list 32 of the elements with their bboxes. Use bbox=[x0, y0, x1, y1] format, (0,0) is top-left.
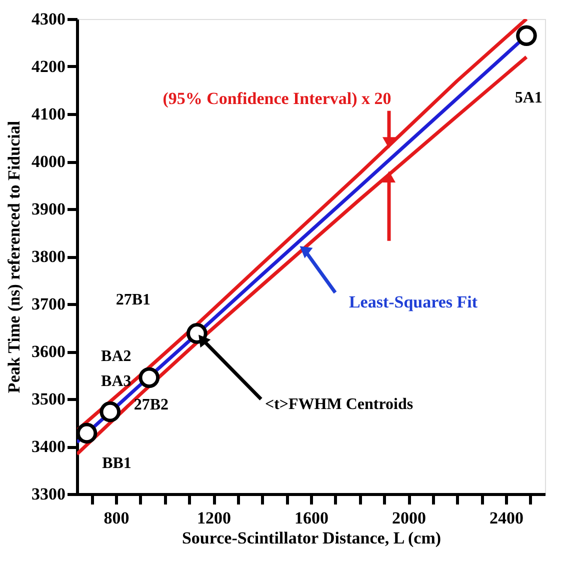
x-tick-label: 1600 bbox=[294, 508, 328, 528]
point bbox=[100, 401, 121, 422]
annotation: BA3 bbox=[101, 372, 132, 390]
annotation: BB1 bbox=[102, 455, 132, 472]
x-tick-label: 2000 bbox=[392, 508, 426, 528]
y-tick-label: 3400 bbox=[32, 437, 66, 456]
x-axis-title: Source-Scintillator Distance, L (cm) bbox=[182, 528, 442, 548]
y-tick-label: 3500 bbox=[32, 390, 66, 408]
annotation: BA2 bbox=[101, 348, 132, 365]
x-tick-label: 800 bbox=[104, 508, 130, 528]
annotation: <t>FWHM Centroids bbox=[264, 396, 414, 414]
point bbox=[516, 25, 537, 46]
y-tick-label: 4200 bbox=[32, 57, 66, 76]
point bbox=[138, 367, 160, 388]
annotation: 27B2 bbox=[134, 396, 168, 414]
y-tick-label: 3900 bbox=[32, 200, 66, 218]
x-tick-label: 2400 bbox=[490, 508, 524, 528]
annotation: 27B1 bbox=[116, 291, 150, 308]
y-tick-label: 3700 bbox=[32, 294, 66, 314]
y-axis-title: Peak Time (ns) referenced to Fiducial bbox=[4, 120, 24, 394]
y-tick-label: 3600 bbox=[32, 342, 66, 361]
point bbox=[76, 422, 98, 444]
y-tick-label: 4000 bbox=[32, 152, 66, 171]
annotation: 5A1 bbox=[514, 89, 542, 106]
annotation: (95% Confidence Interval) x 20 bbox=[162, 88, 392, 108]
annotation: Least-Squares Fit bbox=[348, 292, 478, 312]
y-tick-label: 4300 bbox=[32, 10, 66, 28]
y-tick-label: 3300 bbox=[32, 484, 66, 504]
y-tick-label: 4100 bbox=[32, 104, 66, 124]
y-tick-label: 3800 bbox=[32, 247, 66, 266]
point bbox=[186, 323, 208, 344]
x-tick-label: 1200 bbox=[197, 508, 231, 528]
